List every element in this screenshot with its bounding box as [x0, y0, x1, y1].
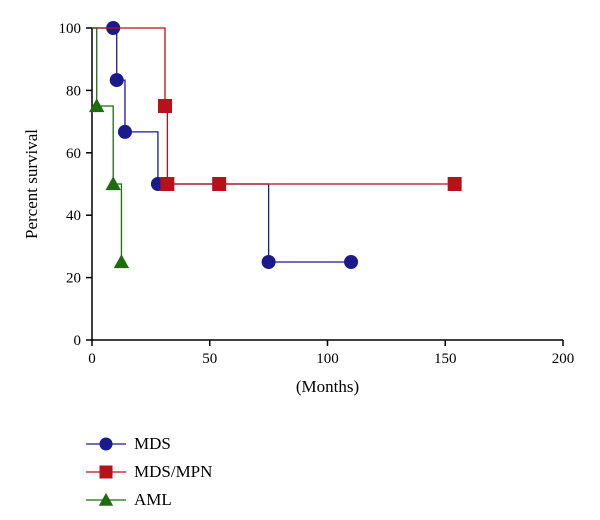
series-mds — [92, 21, 359, 269]
data-point-aml — [113, 254, 130, 269]
series-line-mds-mpn — [92, 27, 455, 185]
x-axis: 0 50 100 150 200 — [88, 339, 575, 367]
y-tick-label: 0 — [74, 333, 82, 349]
data-point-mds-mpn — [212, 177, 227, 191]
x-tick-label: 0 — [88, 351, 96, 367]
data-point-mds-mpn — [447, 177, 462, 191]
legend: MDS MDS/MPN AML — [84, 430, 212, 514]
data-point-aml — [89, 98, 105, 113]
legend-marker-mds — [99, 437, 113, 451]
data-point-aml — [105, 176, 121, 191]
legend-item-mds-mpn: MDS/MPN — [84, 458, 212, 486]
data-point-mds — [109, 73, 124, 88]
legend-swatch-mds-mpn — [86, 465, 126, 479]
series-line-mds — [92, 27, 352, 263]
data-point-mds-mpn — [158, 99, 173, 113]
series-layer — [89, 21, 462, 269]
series-line-aml — [92, 27, 123, 262]
legend-marker-mds-mpn — [99, 465, 113, 479]
y-tick-label: 80 — [66, 83, 81, 99]
legend-item-mds: MDS — [84, 430, 212, 458]
y-axis: 0 20 40 60 80 100 — [59, 21, 93, 349]
legend-swatch-mds — [86, 437, 126, 451]
x-tick-label: 150 — [434, 351, 457, 367]
series-mds-mpn — [92, 27, 462, 191]
legend-label-mds-mpn: MDS/MPN — [134, 462, 213, 481]
legend-marker-aml — [98, 492, 114, 506]
data-point-mds — [344, 255, 359, 269]
survival-chart: 0 50 100 150 200 0 20 40 60 80 100 (Months) Perce… — [22, 21, 575, 396]
y-axis-title: Percent survival — [22, 129, 41, 239]
series-aml — [89, 27, 130, 269]
y-tick-label: 20 — [66, 271, 81, 287]
x-tick-label: 100 — [316, 351, 339, 367]
legend-label-aml: AML — [134, 490, 172, 509]
y-tick-label: 40 — [66, 208, 81, 224]
data-point-mds-mpn — [160, 177, 175, 191]
x-tick-label: 200 — [552, 351, 575, 367]
y-tick-label: 100 — [59, 21, 82, 37]
x-axis-title: (Months) — [296, 377, 359, 396]
legend-label-mds: MDS — [134, 434, 171, 453]
legend-swatch-aml — [86, 492, 126, 506]
data-point-mds — [261, 255, 276, 269]
legend-item-aml: AML — [84, 486, 212, 514]
x-tick-label: 50 — [202, 351, 217, 367]
y-tick-label: 60 — [66, 146, 81, 162]
data-point-mds — [117, 124, 132, 139]
